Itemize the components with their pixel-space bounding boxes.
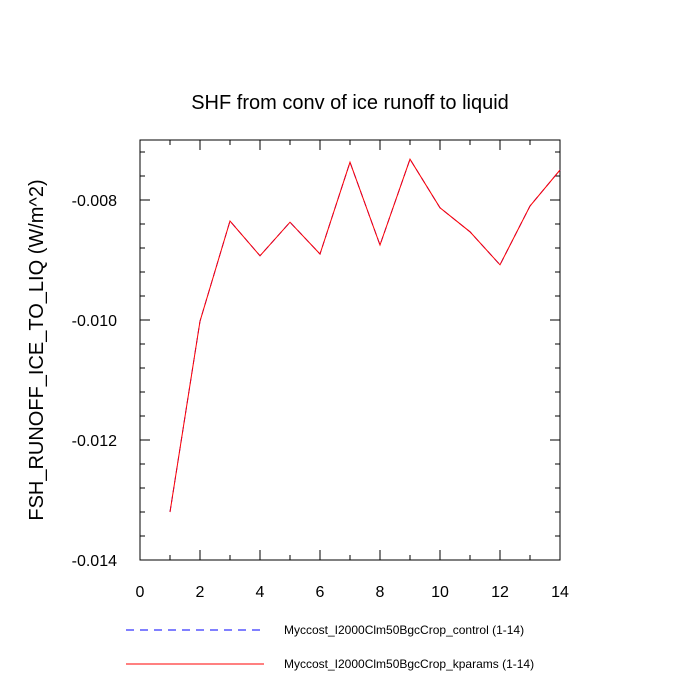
x-tick-label: 0	[136, 584, 145, 601]
legend: Myccost_I2000Clm50BgcCrop_control (1-14)…	[126, 623, 534, 671]
series-line	[169, 158, 561, 513]
y-tick-label: -0.008	[72, 193, 117, 210]
y-tick-label: -0.012	[72, 433, 117, 450]
series-line	[169, 158, 561, 513]
y-axis-label: FSH_RUNOFF_ICE_TO_LIQ (W/m^2)	[26, 179, 48, 520]
x-tick-label: 2	[196, 584, 205, 601]
x-tick-label: 12	[491, 584, 509, 601]
x-tick-label: 6	[316, 584, 325, 601]
legend-label: Myccost_I2000Clm50BgcCrop_kparams (1-14)	[284, 657, 534, 671]
axis-ticks	[139, 140, 561, 561]
x-tick-label: 10	[431, 584, 449, 601]
y-tick-label: -0.014	[72, 553, 117, 570]
axis-tick-labels: 0 2 4 6 8 10 12 14 -0.014 -0.012 -0.010 -0.008	[72, 193, 569, 601]
plot-frame	[139, 139, 561, 561]
chart-title: SHF from conv of ice runoff to liquid	[191, 92, 509, 114]
y-tick-label: -0.010	[72, 313, 117, 330]
x-tick-label: 14	[551, 584, 569, 601]
x-tick-label: 8	[376, 584, 385, 601]
x-tick-label: 4	[256, 584, 265, 601]
legend-label: Myccost_I2000Clm50BgcCrop_control (1-14)	[284, 623, 524, 637]
series-lines	[169, 158, 561, 513]
